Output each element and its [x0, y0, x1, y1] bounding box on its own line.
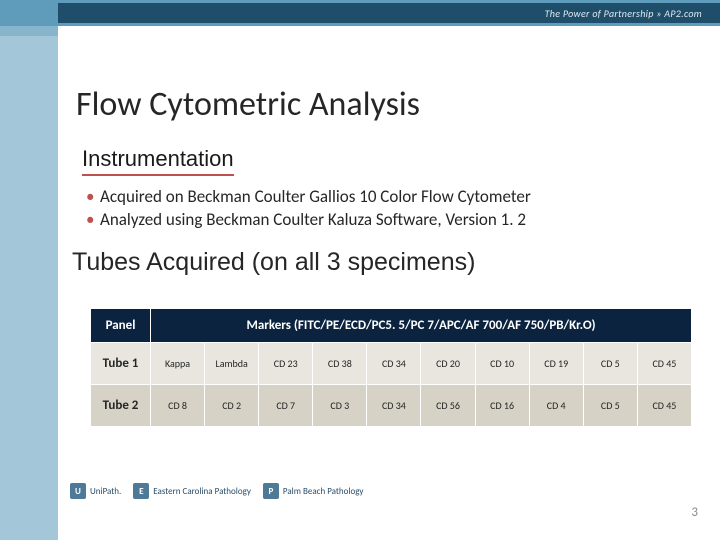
logo-unipath: U UniPath.: [70, 483, 121, 499]
cell: CD 34: [367, 385, 421, 427]
left-sidebar-cap: [0, 26, 58, 36]
section-heading: Instrumentation: [82, 146, 234, 176]
logo-ecp: E Eastern Carolina Pathology: [133, 483, 251, 499]
cell: CD 5: [583, 343, 637, 385]
header-tagline: The Power of Partnership » AP2.com: [545, 7, 702, 20]
bullet-item: Analyzed using Beckman Coulter Kaluza So…: [100, 209, 700, 230]
slide: The Power of Partnership » AP2.com Flow …: [0, 0, 720, 540]
content-area: Flow Cytometric Analysis Instrumentation…: [58, 26, 720, 540]
markers-table: Panel Markers (FITC/PE/ECD/PC5. 5/PC 7/A…: [90, 308, 692, 427]
cell: CD 2: [205, 385, 259, 427]
cell: CD 10: [475, 343, 529, 385]
cell: CD 23: [259, 343, 313, 385]
row-label: Tube 2: [91, 385, 151, 427]
cell: CD 4: [529, 385, 583, 427]
section-tubes: Tubes Acquired (on all 3 specimens): [72, 248, 700, 291]
cell: CD 5: [583, 385, 637, 427]
logo-badge-icon: U: [70, 483, 86, 499]
row-label: Tube 1: [91, 343, 151, 385]
footer-logos: U UniPath. E Eastern Carolina Pathology …: [70, 476, 700, 506]
cell: CD 8: [151, 385, 205, 427]
logo-text: Palm Beach Pathology: [283, 486, 364, 497]
logo-badge-icon: P: [263, 483, 279, 499]
cell: CD 34: [367, 343, 421, 385]
cell: CD 45: [637, 385, 691, 427]
section-instrumentation: Instrumentation Acquired on Beckman Coul…: [82, 146, 700, 232]
cell: CD 56: [421, 385, 475, 427]
col-header-markers: Markers (FITC/PE/ECD/PC5. 5/PC 7/APC/AF …: [151, 309, 692, 343]
logo-badge-icon: E: [133, 483, 149, 499]
table-row: Tube 1 Kappa Lambda CD 23 CD 38 CD 34 CD…: [91, 343, 692, 385]
logo-pbp: P Palm Beach Pathology: [263, 483, 364, 499]
cell: CD 16: [475, 385, 529, 427]
table-row: Tube 2 CD 8 CD 2 CD 7 CD 3 CD 34 CD 56 C…: [91, 385, 692, 427]
slide-title: Flow Cytometric Analysis: [76, 84, 420, 125]
logo-text: Eastern Carolina Pathology: [153, 486, 251, 497]
page-number: 3: [691, 505, 698, 520]
col-header-panel: Panel: [91, 309, 151, 343]
left-sidebar: [0, 26, 58, 540]
header-tagline-bar: The Power of Partnership » AP2.com: [58, 3, 720, 23]
section-heading: Tubes Acquired (on all 3 specimens): [72, 248, 700, 277]
cell: Kappa: [151, 343, 205, 385]
cell: CD 7: [259, 385, 313, 427]
bullet-list: Acquired on Beckman Coulter Gallios 10 C…: [100, 186, 700, 230]
cell: CD 45: [637, 343, 691, 385]
bullet-item: Acquired on Beckman Coulter Gallios 10 C…: [100, 186, 700, 207]
cell: Lambda: [205, 343, 259, 385]
cell: CD 38: [313, 343, 367, 385]
cell: CD 20: [421, 343, 475, 385]
logo-text: UniPath.: [90, 486, 121, 497]
cell: CD 19: [529, 343, 583, 385]
table-header-row: Panel Markers (FITC/PE/ECD/PC5. 5/PC 7/A…: [91, 309, 692, 343]
cell: CD 3: [313, 385, 367, 427]
